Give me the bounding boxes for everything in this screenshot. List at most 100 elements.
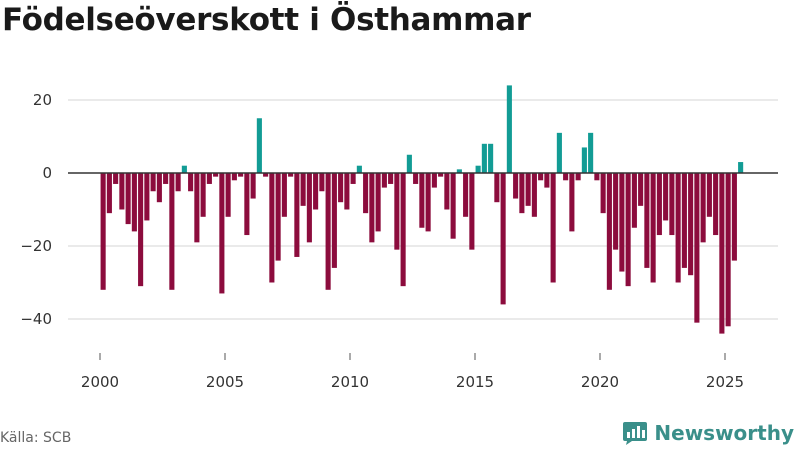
y-axis-ticks: −40 −20 0 20: [20, 91, 52, 328]
bar-80: [600, 173, 606, 214]
bar-57: [456, 169, 462, 173]
bar-5: [131, 173, 137, 232]
grid-lines: [68, 99, 778, 320]
bar-12: [175, 173, 181, 192]
x-tick-label: 2025: [706, 373, 744, 391]
bar-13: [181, 165, 187, 173]
bar-77: [581, 147, 587, 173]
bar-26: [263, 173, 269, 177]
bar-89: [656, 173, 662, 236]
bar-95: [694, 173, 700, 323]
bar-66: [513, 173, 519, 199]
bar-48: [400, 173, 406, 287]
bar-30: [288, 173, 294, 177]
bar-101: [731, 173, 737, 261]
bar-27: [269, 173, 275, 283]
bar-91: [669, 173, 675, 236]
bar-44: [375, 173, 381, 232]
bar-64: [500, 173, 506, 305]
bar-59: [469, 173, 475, 250]
bar-47: [394, 173, 400, 250]
bar-93: [681, 173, 687, 268]
bar-6: [138, 173, 144, 287]
chart-title: Födelseöverskott i Östhammar: [2, 2, 531, 38]
bar-23: [244, 173, 250, 236]
bar-21: [231, 173, 237, 181]
bar-97: [706, 173, 712, 217]
bar-85: [631, 173, 637, 228]
bar-2: [113, 173, 119, 184]
bar-7: [144, 173, 150, 221]
bar-9: [156, 173, 162, 203]
bar-55: [444, 173, 450, 210]
bar-102: [738, 162, 744, 173]
bar-15: [194, 173, 200, 243]
bar-36: [325, 173, 331, 290]
bar-67: [519, 173, 525, 214]
source-label: Källa: SCB: [0, 430, 72, 446]
bar-49: [406, 154, 412, 173]
bar-43: [369, 173, 375, 243]
bar-22: [238, 173, 244, 177]
bar-60: [475, 165, 481, 173]
bar-10: [163, 173, 169, 184]
bar-79: [594, 173, 600, 181]
bar-3: [119, 173, 125, 210]
bar-17: [206, 173, 212, 184]
bar-84: [625, 173, 631, 287]
bar-75: [569, 173, 575, 232]
bar-63: [494, 173, 500, 203]
x-tick-label: 2000: [81, 373, 119, 391]
y-tick-label: 20: [33, 91, 52, 109]
bar-94: [688, 173, 694, 276]
bar-32: [300, 173, 306, 206]
bar-92: [675, 173, 681, 283]
bar-58: [463, 173, 469, 217]
bar-4: [125, 173, 131, 225]
bar-25: [256, 118, 262, 173]
x-tick-label: 2005: [206, 373, 244, 391]
bar-51: [419, 173, 425, 228]
bar-78: [588, 132, 594, 173]
bar-11: [169, 173, 175, 290]
bar-40: [350, 173, 356, 184]
bar-52: [425, 173, 431, 232]
bar-41: [356, 165, 362, 173]
bar-99: [719, 173, 725, 334]
bar-88: [650, 173, 656, 283]
bar-74: [563, 173, 569, 181]
bar-46: [388, 173, 394, 184]
y-tick-label: 0: [42, 164, 52, 182]
y-tick-label: −40: [20, 310, 52, 328]
bar-69: [531, 173, 537, 217]
bar-45: [381, 173, 387, 188]
bar-81: [606, 173, 612, 290]
bar-0: [100, 173, 106, 290]
bar-65: [506, 85, 512, 173]
bar-31: [294, 173, 300, 257]
bar-14: [188, 173, 194, 192]
bar-62: [488, 143, 494, 173]
y-tick-label: −20: [20, 237, 52, 255]
bar-61: [481, 143, 487, 173]
bar-54: [438, 173, 444, 177]
bar-76: [575, 173, 581, 181]
bar-83: [619, 173, 625, 272]
bar-20: [225, 173, 231, 217]
bar-42: [363, 173, 369, 214]
bar-70: [538, 173, 544, 181]
x-tick-label: 2015: [456, 373, 494, 391]
bar-39: [344, 173, 350, 210]
bar-1: [106, 173, 112, 214]
bar-82: [613, 173, 619, 250]
brand-logo: Newsworthy: [622, 420, 794, 446]
bar-19: [219, 173, 225, 294]
bar-90: [663, 173, 669, 221]
bar-38: [338, 173, 344, 203]
bar-50: [413, 173, 419, 184]
bar-73: [556, 132, 562, 173]
bar-33: [306, 173, 312, 243]
x-tick-label: 2010: [331, 373, 369, 391]
newsworthy-icon: [623, 422, 648, 445]
